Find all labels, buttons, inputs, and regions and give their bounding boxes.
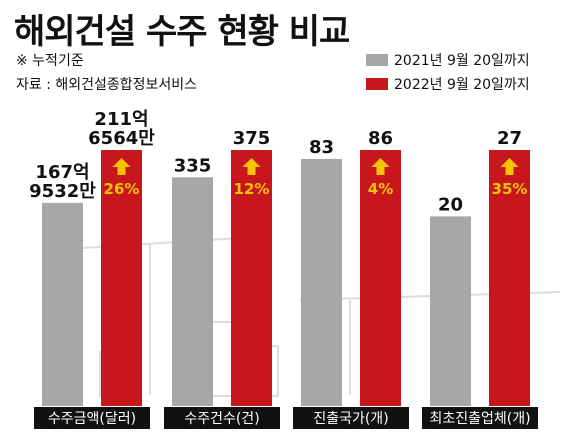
category-label: 수주건수(건) xyxy=(184,411,259,427)
bar-2022-1 xyxy=(231,150,272,406)
bar-2021-1 xyxy=(172,177,213,406)
category-label: 최초진출업체(개) xyxy=(429,411,530,427)
legend-label-2021: 2021년 9월 20일까지 xyxy=(394,53,530,69)
value-label: 83 xyxy=(309,137,334,158)
growth-percent: 12% xyxy=(234,180,270,198)
category-label-box xyxy=(293,407,409,429)
category-label: 수주금액(달러) xyxy=(48,411,136,427)
value-label: 9532만 xyxy=(29,181,96,202)
growth-percent: 35% xyxy=(492,180,528,198)
value-label: 211억 xyxy=(94,109,148,130)
growth-percent: 26% xyxy=(104,180,140,198)
chart-title: 해외건설 수주 현황 비교 xyxy=(14,12,350,52)
value-label: 167억 xyxy=(35,162,89,183)
bar-2022-2 xyxy=(360,150,401,406)
bar-2021-3 xyxy=(430,216,471,406)
category-label: 진출국가(개) xyxy=(313,411,388,427)
growth-arrow-icon xyxy=(371,158,390,175)
value-label: 6564만 xyxy=(88,128,155,149)
note-source: 자료 : 해외건설종합정보서비스 xyxy=(16,77,198,93)
value-label: 86 xyxy=(368,128,393,149)
note-basis: ※ 누적기준 xyxy=(16,53,84,69)
growth-arrow-icon xyxy=(500,158,519,175)
legend-swatch-2021 xyxy=(366,54,388,66)
category-label-box xyxy=(422,407,538,429)
value-label: 20 xyxy=(438,194,463,215)
legend-item-2022: 2022년 9월 20일까지 xyxy=(366,74,530,94)
value-label: 335 xyxy=(174,155,212,176)
legend-label-2022: 2022년 9월 20일까지 xyxy=(394,77,530,93)
value-label: 375 xyxy=(233,128,271,149)
legend-item-2021: 2021년 9월 20일까지 xyxy=(366,50,530,70)
value-label: 27 xyxy=(497,128,522,149)
legend-swatch-2022 xyxy=(366,78,388,90)
bar-2022-3 xyxy=(489,150,530,406)
growth-percent: 4% xyxy=(368,180,393,198)
bar-2021-2 xyxy=(301,158,342,406)
bar-2022-0 xyxy=(101,150,142,406)
growth-arrow-icon xyxy=(112,158,131,175)
category-label-box xyxy=(34,407,150,429)
growth-arrow-icon xyxy=(242,158,261,175)
category-label-box xyxy=(164,407,280,429)
bar-2021-0 xyxy=(42,202,83,406)
